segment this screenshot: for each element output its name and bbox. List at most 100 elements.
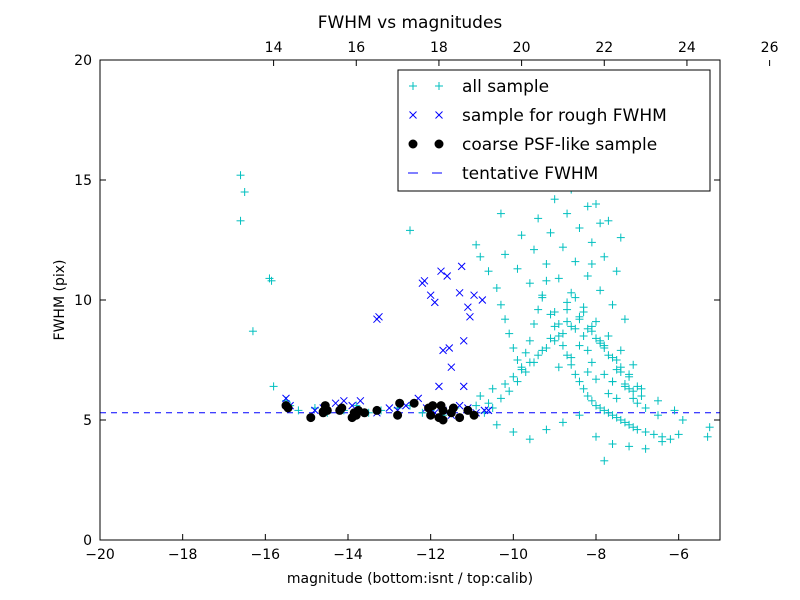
point-plus-142: [600, 252, 609, 261]
legend-marker-a-0: [409, 82, 417, 90]
point-x-4-b: [331, 399, 340, 408]
point-plus-98: [571, 293, 580, 302]
point-plus-185: [616, 368, 625, 376]
legend-marker-a-2: [408, 139, 418, 149]
point-plus-169: [705, 423, 714, 432]
point-x-5-b: [340, 396, 348, 405]
point-dot-26: [469, 410, 479, 420]
legend-box: [397, 69, 711, 192]
legend-item-2: coarse PSF-like sample: [408, 135, 657, 155]
point-plus-60: [616, 416, 625, 424]
legend-marker-b-1-b: [435, 111, 443, 119]
point-plus-61: [620, 418, 629, 427]
top-tick-label-2: 18: [430, 40, 448, 56]
point-x-11-b: [402, 401, 410, 410]
legend-label-0: all sample: [462, 77, 549, 97]
point-plus-33: [505, 329, 514, 338]
point-plus-166: [658, 437, 667, 446]
point-plus-179: [554, 363, 563, 372]
point-x-28-b: [443, 272, 452, 280]
point-plus-5: [248, 327, 257, 336]
point-plus-40: [534, 305, 543, 314]
point-x-32-b: [464, 303, 472, 312]
legend-marker-b-0: [435, 82, 443, 90]
point-dot-11: [360, 408, 370, 418]
point-plus-119: [637, 384, 646, 393]
point-plus-195: [563, 317, 572, 326]
point-plus-138: [550, 195, 559, 204]
point-plus-184: [608, 377, 617, 386]
point-dot-1: [283, 403, 293, 413]
point-dot-15: [409, 398, 419, 408]
point-plus-34: [509, 344, 518, 352]
point-plus-45: [554, 332, 563, 340]
point-plus-193: [579, 332, 588, 340]
point-plus-198: [587, 260, 596, 268]
point-plus-189: [596, 339, 605, 348]
point-plus-108: [501, 250, 510, 259]
point-x-9: [385, 404, 394, 412]
point-plus-196: [633, 399, 642, 408]
point-plus-197: [600, 456, 609, 465]
point-plus-110: [525, 279, 534, 288]
point-x-26-b: [430, 298, 439, 307]
point-plus-29: [484, 267, 493, 276]
point-plus-159: [542, 425, 551, 434]
point-plus-129: [629, 360, 638, 369]
point-dot-29: [347, 413, 357, 423]
point-plus-163: [608, 440, 617, 448]
top-tick-label-5: 24: [678, 40, 696, 56]
point-x-7: [356, 396, 365, 405]
legend: all sample sample for rough FWHM coarse PS…: [397, 69, 711, 192]
point-x-41: [435, 382, 443, 391]
point-plus-182: [587, 358, 596, 367]
point-plus-83: [608, 353, 617, 362]
point-dot-12: [372, 405, 382, 415]
plot-area: [99, 59, 721, 541]
point-plus-32: [501, 315, 510, 324]
point-plus-103: [612, 365, 621, 374]
point-plus-75: [542, 344, 551, 352]
point-plus-96: [554, 320, 563, 328]
point-plus-18: [418, 408, 427, 417]
point-plus-4: [267, 276, 276, 285]
y-tick-label-0: 0: [83, 533, 92, 549]
point-x-6: [348, 401, 356, 410]
point-plus-74: [534, 351, 543, 360]
point-plus-112: [550, 308, 559, 316]
point-plus-80: [583, 324, 592, 333]
top-tick-label-3: 20: [513, 40, 531, 56]
point-x-26: [430, 298, 439, 307]
point-plus-187: [592, 375, 600, 384]
y-tick-label-1: 5: [83, 413, 92, 429]
point-x-27: [437, 267, 445, 276]
top-tick-label-0: 14: [265, 40, 283, 56]
point-x-37-b: [459, 382, 468, 391]
point-x-34: [478, 296, 487, 304]
point-plus-168: [703, 432, 712, 441]
legend-marker-a-1-b: [409, 111, 417, 119]
point-plus-173: [629, 387, 638, 396]
point-dot-25: [463, 405, 473, 415]
point-plus-126: [592, 317, 600, 326]
point-plus-115: [587, 327, 596, 336]
point-plus-116: [600, 341, 609, 350]
point-x-40: [459, 336, 468, 345]
point-x-27-b: [437, 267, 445, 276]
point-x-7-b: [356, 396, 365, 405]
legend-label-2: coarse PSF-like sample: [462, 135, 657, 155]
point-x-34-b: [478, 296, 487, 304]
point-plus-192: [620, 382, 629, 391]
point-x-35-b: [466, 312, 474, 321]
point-plus-46: [558, 341, 567, 350]
point-x-23-b: [375, 312, 383, 321]
point-plus-161: [575, 411, 584, 420]
point-plus-63: [629, 423, 638, 432]
point-plus-134: [583, 272, 592, 280]
point-plus-147: [583, 202, 592, 211]
point-plus-69: [488, 384, 497, 393]
point-plus-52: [583, 392, 592, 400]
point-plus-117: [612, 356, 621, 364]
point-x-5: [340, 396, 348, 405]
